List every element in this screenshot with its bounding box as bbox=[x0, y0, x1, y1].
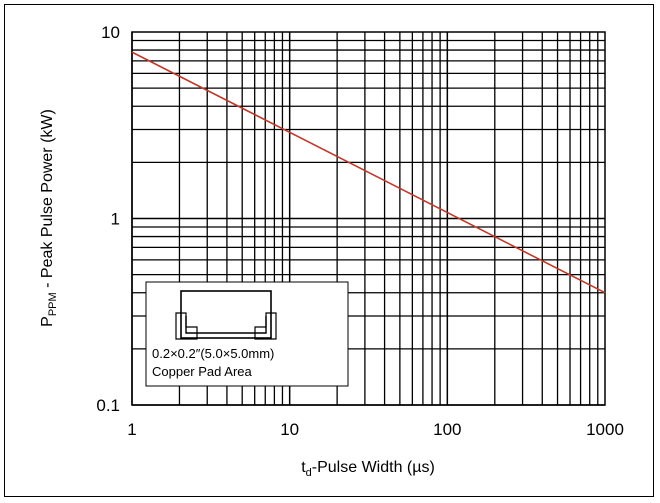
x-axis-label: td-Pulse Width (µs) bbox=[301, 459, 435, 479]
y-tick-label: 0.1 bbox=[96, 396, 120, 415]
x-tick-label: 100 bbox=[433, 420, 461, 439]
pulse-power-line bbox=[131, 51, 606, 294]
y-tick-label: 10 bbox=[101, 23, 120, 42]
y-label-rest: - Peak Pulse Power (kW) bbox=[39, 109, 56, 292]
chart-frame bbox=[4, 4, 654, 497]
y-label-prefix: P bbox=[39, 316, 56, 327]
pad-right bbox=[254, 312, 277, 340]
pad-left bbox=[175, 312, 198, 340]
x-tick-label: 1000 bbox=[586, 420, 624, 439]
x-label-rest: -Pulse Width (µs) bbox=[312, 459, 435, 476]
inset-line-2: Copper Pad Area bbox=[152, 364, 253, 379]
inset-line-1: 0.2×0.2″(5.0×5.0mm) bbox=[152, 346, 274, 361]
y-axis-label: PPPM - Peak Pulse Power (kW) bbox=[39, 109, 59, 327]
x-tick-label: 10 bbox=[280, 420, 299, 439]
inset-box bbox=[145, 281, 349, 387]
x-label-prefix: t bbox=[301, 459, 306, 476]
tick-labels: 1 10 100 1000 10 1 0.1 bbox=[96, 23, 624, 439]
plot-border bbox=[131, 31, 606, 406]
series-lines bbox=[131, 51, 606, 294]
package-body bbox=[180, 290, 272, 339]
copper-pad-inset: 0.2×0.2″(5.0×5.0mm) Copper Pad Area bbox=[145, 281, 349, 387]
y-tick-label: 1 bbox=[111, 210, 120, 229]
pad-package-icon bbox=[175, 290, 277, 340]
y-label-sub: PPM bbox=[47, 292, 59, 316]
x-label-sub: d bbox=[306, 467, 312, 479]
x-tick-label: 1 bbox=[127, 420, 136, 439]
